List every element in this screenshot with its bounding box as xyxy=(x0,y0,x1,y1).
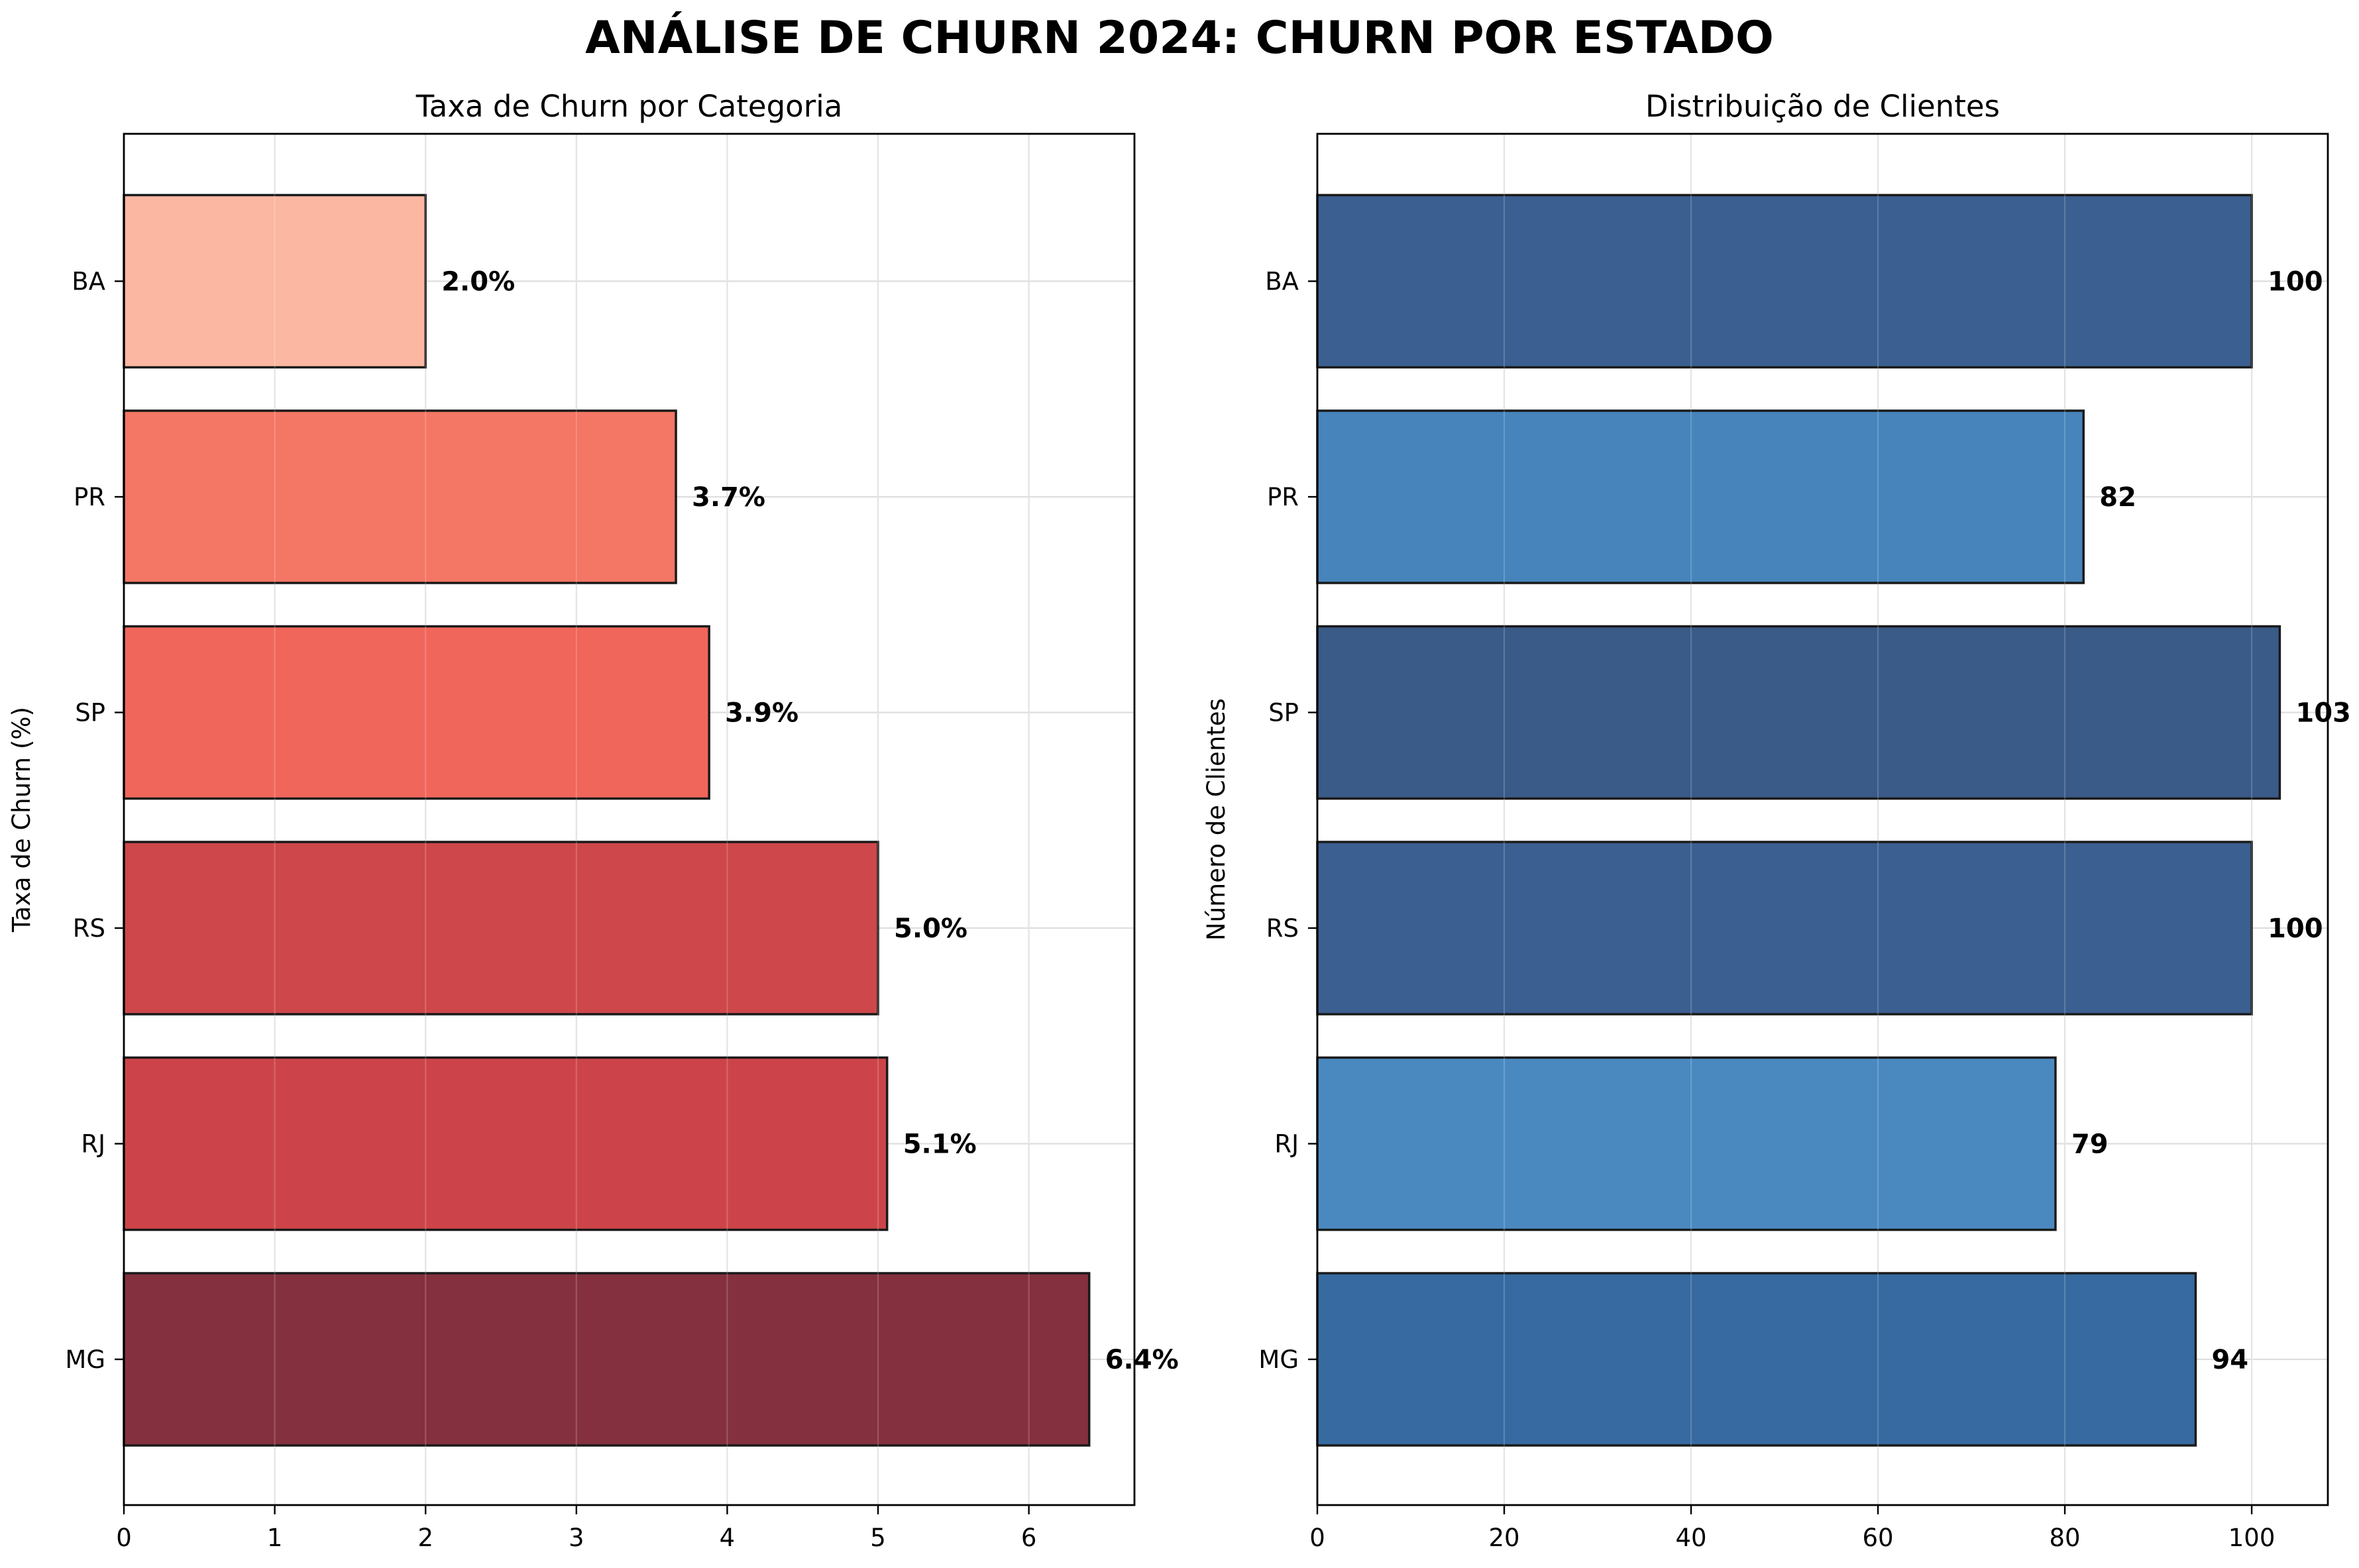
value-label-SP: 103 xyxy=(2295,698,2351,729)
panel-title: Distribuição de Clientes xyxy=(1645,89,2000,124)
value-label-RS: 5.0% xyxy=(894,914,967,944)
y-tick-label: BA xyxy=(72,268,105,296)
y-tick-label: MG xyxy=(65,1345,105,1374)
y-tick-label: RS xyxy=(73,914,105,943)
bar-RJ xyxy=(1316,1056,2057,1231)
value-label-RJ: 79 xyxy=(2071,1129,2109,1160)
y-tick-label: BA xyxy=(1265,268,1299,296)
bar-RS xyxy=(1316,841,2253,1016)
x-tick-label: 40 xyxy=(1675,1524,1706,1552)
axes-frame xyxy=(123,132,1136,1506)
x-tick-label: 2 xyxy=(417,1524,433,1552)
value-label-SP: 3.9% xyxy=(725,698,798,729)
y-axis-label: Número de Clientes xyxy=(1202,698,1231,941)
x-tick-label: 80 xyxy=(2050,1524,2081,1552)
y-tick-label: MG xyxy=(1258,1345,1299,1374)
x-tick-label: 6 xyxy=(1021,1524,1037,1552)
x-tick-label: 0 xyxy=(116,1524,132,1552)
bar-RS xyxy=(123,841,879,1016)
value-label-RS: 100 xyxy=(2268,914,2323,944)
x-tick-label: 3 xyxy=(569,1524,584,1552)
value-label-BA: 2.0% xyxy=(441,267,515,297)
bar-PR xyxy=(123,409,677,584)
bar-PR xyxy=(1316,409,2085,584)
value-label-RJ: 5.1% xyxy=(903,1129,977,1160)
x-tick-label: 1 xyxy=(267,1524,283,1552)
chart-panel-1: 6.4% 5.1% 5.0% 3.9% 3.7% 2.0% 0 1 2 3 4 5 6 MG RJ RS SP P… xyxy=(7,89,1179,1552)
y-axis-label: Taxa de Churn (%) xyxy=(7,707,36,933)
bar-MG xyxy=(1316,1272,2197,1447)
x-tick-label: 5 xyxy=(870,1524,886,1552)
y-tick-label: SP xyxy=(75,699,105,727)
value-label-PR: 82 xyxy=(2099,482,2136,513)
x-tick-label: 100 xyxy=(2228,1524,2276,1552)
y-tick-label: RJ xyxy=(1274,1130,1299,1159)
bar-RJ xyxy=(123,1056,889,1231)
panel-title: Taxa de Churn por Categoria xyxy=(415,89,843,124)
value-label-MG: 6.4% xyxy=(1105,1345,1179,1375)
value-label-PR: 3.7% xyxy=(692,482,765,513)
bar-MG xyxy=(123,1272,1091,1447)
x-tick-label: 60 xyxy=(1863,1524,1894,1552)
y-tick-label: SP xyxy=(1268,699,1299,727)
y-tick-label: RS xyxy=(1266,914,1299,943)
y-tick-label: PR xyxy=(1267,483,1299,511)
bar-BA xyxy=(1316,193,2253,369)
x-tick-label: 20 xyxy=(1488,1524,1519,1552)
x-tick-label: 4 xyxy=(720,1524,736,1552)
bar-SP xyxy=(123,625,710,800)
bar-SP xyxy=(1316,625,2281,800)
y-tick-label: PR xyxy=(74,483,105,511)
figure-title: ANÁLISE DE CHURN 2024: CHURN POR ESTADO xyxy=(585,12,1774,64)
value-label-MG: 94 xyxy=(2211,1345,2248,1375)
bar-BA xyxy=(123,193,427,369)
value-label-BA: 100 xyxy=(2268,267,2323,297)
y-tick-label: RJ xyxy=(81,1130,105,1159)
axes-frame xyxy=(1316,132,2329,1506)
x-tick-label: 0 xyxy=(1309,1524,1325,1552)
chart-panel-2: 94 79 100 103 82 100 0 20 40 60 80 100 MG RJ RS SP PR BA D… xyxy=(1202,89,2351,1552)
